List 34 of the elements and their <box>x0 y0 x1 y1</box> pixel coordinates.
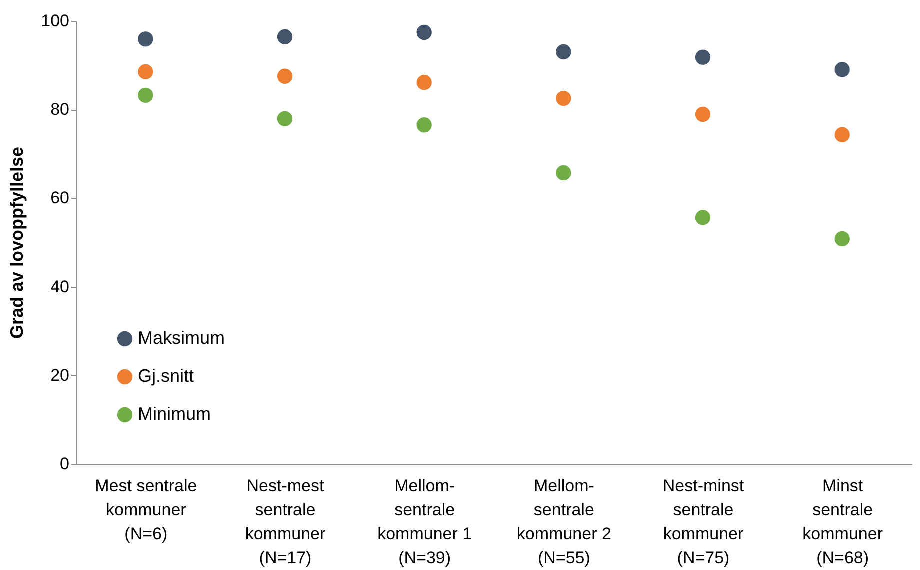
legend-label: Maksimum <box>138 328 226 348</box>
point <box>834 127 850 142</box>
y-axis-title: Grad av lovoppfyllelse <box>7 146 28 340</box>
y-tick-label: 0 <box>60 454 70 474</box>
x-tick-label: Minst sentrale kommuner (N=68) <box>802 476 884 568</box>
point <box>556 90 572 106</box>
x-tick-label: Nest-minst sentrale kommuner (N=75) <box>662 476 744 568</box>
y-tick-label: 40 <box>50 277 70 296</box>
y-tick-label: 100 <box>41 12 70 30</box>
x-tick-label: Nest-mest sentrale kommuner (N=17) <box>245 476 326 568</box>
x-tick-label: Mest sentrale kommuner (N=6) <box>95 476 198 544</box>
point <box>416 118 432 133</box>
point <box>138 64 154 80</box>
point <box>695 50 711 65</box>
point <box>416 24 432 40</box>
y-tick-label: 80 <box>50 100 70 120</box>
point <box>416 75 432 90</box>
point <box>138 32 154 47</box>
x-tick-label: Mellom- sentrale kommuner 1 (N=39) <box>378 476 472 568</box>
point <box>556 165 572 181</box>
legend-label: Minimum <box>138 404 212 424</box>
legend-label: Gj.snitt <box>138 366 194 386</box>
point <box>277 29 293 45</box>
y-tick-label: 20 <box>50 366 70 385</box>
point <box>277 68 293 84</box>
y-tick-label: 60 <box>50 188 70 208</box>
point <box>138 88 154 103</box>
point <box>834 62 850 78</box>
point <box>556 44 572 60</box>
point <box>695 106 711 122</box>
point <box>277 111 293 126</box>
point <box>695 210 711 226</box>
x-tick-label: Mellom- sentrale kommuner 2 (N=55) <box>516 476 612 568</box>
point <box>834 231 850 247</box>
